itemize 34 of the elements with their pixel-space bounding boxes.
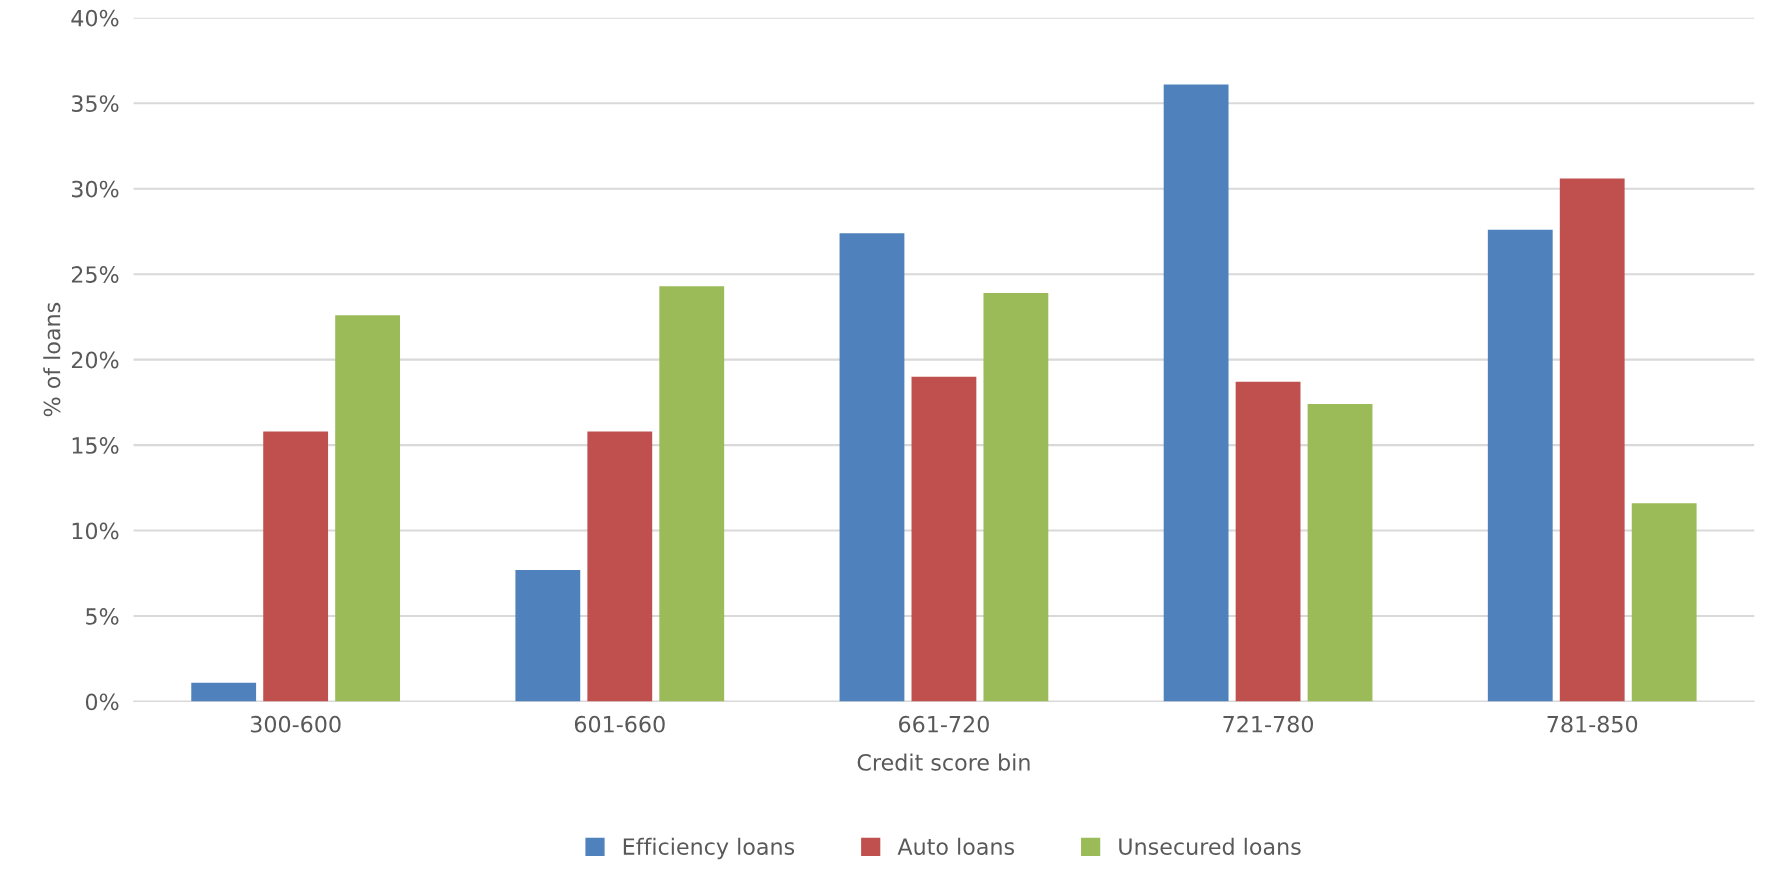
y-tick-label: 35% — [71, 95, 119, 112]
y-tick-label: 20% — [71, 351, 119, 369]
y-tick-label: 10% — [72, 522, 119, 540]
y-tick-label: 5% — [86, 608, 119, 625]
bar — [1559, 178, 1625, 702]
legend-label: Unsecured loans — [1119, 837, 1301, 855]
legend-label: Auto loans — [897, 837, 1015, 855]
bar — [1235, 381, 1301, 702]
bar — [335, 315, 401, 702]
bar — [1163, 84, 1229, 702]
y-tick-label: 25% — [71, 266, 119, 283]
y-tick-label: 15% — [72, 437, 119, 454]
bar — [587, 431, 653, 702]
bar — [263, 431, 329, 702]
bar — [911, 376, 977, 702]
bar — [1487, 229, 1553, 702]
x-tick-label: 300-600 — [250, 715, 341, 733]
bar — [659, 286, 725, 702]
y-tick-label: 30% — [71, 180, 119, 198]
y-tick-label: 0% — [85, 693, 119, 711]
x-tick-label: 721-780 — [1223, 715, 1314, 733]
bar — [191, 682, 257, 702]
bar — [1631, 503, 1697, 702]
y-tick-label: 40% — [71, 9, 119, 27]
legend-label: Efficiency loans — [623, 837, 795, 860]
x-tick-label: 781-850 — [1547, 715, 1638, 733]
x-tick-label: 661-720 — [899, 715, 989, 733]
bar — [983, 292, 1049, 702]
bar — [515, 569, 581, 702]
x-axis-title: Credit score bin — [857, 753, 1030, 771]
y-axis-title: % of loans — [43, 302, 61, 417]
bar — [839, 233, 905, 702]
x-tick-label: 601-660 — [574, 715, 665, 733]
bar — [1307, 404, 1373, 702]
